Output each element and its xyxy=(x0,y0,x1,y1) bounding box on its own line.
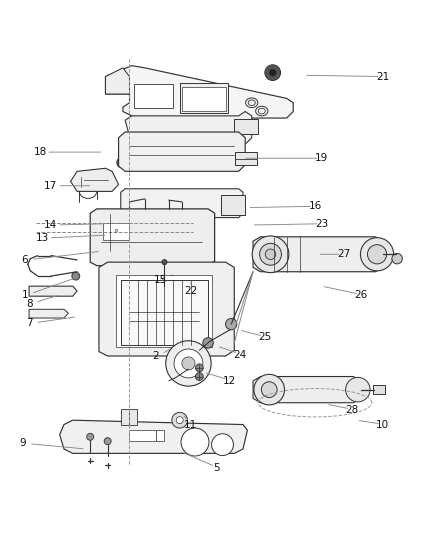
Circle shape xyxy=(212,434,233,456)
Text: 23: 23 xyxy=(315,219,328,229)
Text: 7: 7 xyxy=(26,318,32,328)
Polygon shape xyxy=(125,111,252,144)
Text: 24: 24 xyxy=(233,350,247,360)
Text: 15: 15 xyxy=(153,276,167,286)
Circle shape xyxy=(203,338,213,348)
FancyBboxPatch shape xyxy=(173,264,199,286)
Text: 17: 17 xyxy=(44,181,57,191)
Circle shape xyxy=(346,377,370,402)
FancyBboxPatch shape xyxy=(182,87,226,111)
Circle shape xyxy=(172,413,187,428)
FancyBboxPatch shape xyxy=(117,275,212,348)
Text: 1: 1 xyxy=(21,290,28,300)
Circle shape xyxy=(87,433,94,440)
FancyBboxPatch shape xyxy=(234,119,258,134)
Circle shape xyxy=(72,272,80,280)
Polygon shape xyxy=(253,376,361,403)
Circle shape xyxy=(176,417,183,424)
Text: 11: 11 xyxy=(184,419,197,430)
Polygon shape xyxy=(99,262,234,356)
Polygon shape xyxy=(121,189,243,217)
Polygon shape xyxy=(90,209,215,265)
FancyBboxPatch shape xyxy=(180,83,228,113)
Circle shape xyxy=(360,238,394,271)
FancyBboxPatch shape xyxy=(130,430,155,441)
Polygon shape xyxy=(71,168,119,191)
Polygon shape xyxy=(29,309,68,318)
Circle shape xyxy=(162,260,167,265)
Text: 5: 5 xyxy=(213,463,220,473)
Circle shape xyxy=(226,318,237,330)
Text: 26: 26 xyxy=(354,290,367,300)
FancyBboxPatch shape xyxy=(235,152,257,165)
Circle shape xyxy=(166,341,211,386)
Circle shape xyxy=(254,374,285,405)
Circle shape xyxy=(265,65,281,80)
Polygon shape xyxy=(106,66,293,118)
Text: 27: 27 xyxy=(337,249,350,259)
Text: 28: 28 xyxy=(346,405,359,415)
Text: 14: 14 xyxy=(44,220,57,230)
FancyBboxPatch shape xyxy=(155,430,164,441)
Polygon shape xyxy=(60,420,247,454)
Text: 2: 2 xyxy=(152,351,159,361)
Text: 13: 13 xyxy=(35,233,49,243)
Text: 12: 12 xyxy=(223,376,237,386)
Circle shape xyxy=(195,373,203,381)
FancyBboxPatch shape xyxy=(103,223,130,240)
Text: 10: 10 xyxy=(376,419,389,430)
FancyBboxPatch shape xyxy=(130,409,138,425)
Text: 9: 9 xyxy=(19,438,26,448)
Circle shape xyxy=(182,357,195,370)
Text: 6: 6 xyxy=(21,255,28,265)
Text: 8: 8 xyxy=(26,298,32,309)
Circle shape xyxy=(117,157,127,168)
Text: 16: 16 xyxy=(308,201,321,211)
FancyBboxPatch shape xyxy=(121,280,208,345)
Text: 21: 21 xyxy=(376,71,389,82)
Text: 25: 25 xyxy=(258,332,272,342)
Text: P: P xyxy=(115,229,118,234)
Circle shape xyxy=(181,428,209,456)
Polygon shape xyxy=(29,286,77,296)
Polygon shape xyxy=(106,68,130,94)
Polygon shape xyxy=(253,237,383,272)
Circle shape xyxy=(195,364,203,372)
Text: 19: 19 xyxy=(315,153,328,163)
Text: 22: 22 xyxy=(184,286,197,295)
Circle shape xyxy=(269,69,276,76)
Circle shape xyxy=(367,245,387,264)
FancyBboxPatch shape xyxy=(134,84,173,108)
FancyBboxPatch shape xyxy=(373,385,385,394)
Circle shape xyxy=(261,382,277,398)
Circle shape xyxy=(104,438,111,445)
Circle shape xyxy=(174,349,203,378)
FancyBboxPatch shape xyxy=(121,409,129,425)
Circle shape xyxy=(392,253,403,264)
Circle shape xyxy=(265,249,276,260)
Text: 18: 18 xyxy=(33,147,46,157)
Circle shape xyxy=(252,236,289,272)
Polygon shape xyxy=(119,132,245,171)
FancyBboxPatch shape xyxy=(221,195,245,215)
Circle shape xyxy=(260,244,282,265)
